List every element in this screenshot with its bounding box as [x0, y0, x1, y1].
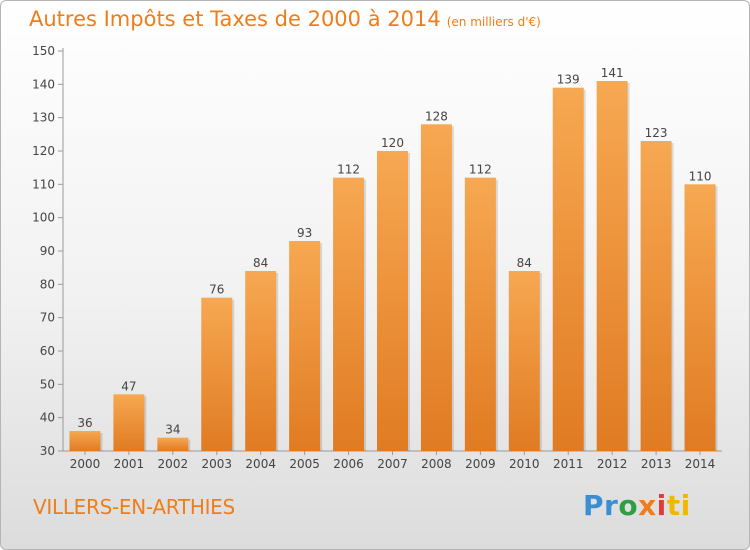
- y-tick-label: 80: [40, 277, 55, 291]
- bar-value-label: 120: [381, 136, 404, 150]
- bar-value-label: 141: [601, 66, 624, 80]
- proxiti-logo[interactable]: Proxiti: [583, 489, 691, 522]
- bar: [333, 177, 365, 451]
- bar-value-label: 76: [209, 283, 224, 297]
- bar: [596, 81, 628, 451]
- bar-value-label: 93: [297, 226, 312, 240]
- y-tick-label: 130: [32, 111, 55, 125]
- bar-value-label: 84: [517, 256, 532, 270]
- x-tick-label: 2004: [245, 457, 276, 471]
- y-tick-label: 120: [32, 144, 55, 158]
- bar-value-label: 128: [425, 109, 448, 123]
- x-tick-label: 2012: [597, 457, 628, 471]
- x-tick-label: 2010: [509, 457, 540, 471]
- y-tick-label: 110: [32, 177, 55, 191]
- chart-title: Autres Impôts et Taxes de 2000 à 2014 (en…: [29, 7, 541, 31]
- bar-value-label: 110: [689, 169, 712, 183]
- x-tick-label: 2003: [201, 457, 232, 471]
- y-tick-label: 150: [32, 44, 55, 58]
- y-tick-label: 100: [32, 211, 55, 225]
- bar: [508, 271, 540, 451]
- bar: [69, 431, 101, 451]
- x-tick-label: 2005: [289, 457, 320, 471]
- x-tick-label: 2009: [465, 457, 496, 471]
- bar-value-label: 34: [165, 423, 180, 437]
- bar: [289, 241, 321, 451]
- logo-part-2: o: [618, 489, 639, 522]
- x-tick-label: 2000: [70, 457, 101, 471]
- commune-name: VILLERS-EN-ARTHIES: [33, 495, 235, 519]
- x-tick-label: 2002: [158, 457, 189, 471]
- bar-value-label: 112: [469, 163, 492, 177]
- bar: [113, 394, 145, 451]
- bar-value-label: 112: [337, 163, 360, 177]
- logo-part-5: ti: [666, 489, 691, 522]
- bar: [552, 87, 584, 452]
- logo-part-3: x: [638, 489, 657, 522]
- logo-part-1: Pr: [583, 489, 619, 522]
- y-tick-label: 90: [40, 244, 55, 258]
- x-tick-label: 2007: [377, 457, 408, 471]
- bar-value-label: 47: [121, 379, 136, 393]
- y-tick-label: 70: [40, 311, 55, 325]
- logo-part-4: i: [656, 489, 667, 522]
- bar: [684, 184, 716, 452]
- bar: [157, 437, 189, 451]
- bar-value-label: 36: [77, 416, 92, 430]
- y-tick-label: 60: [40, 344, 55, 358]
- bar: [420, 124, 452, 451]
- x-tick-label: 2008: [421, 457, 452, 471]
- y-tick-label: 30: [40, 444, 55, 458]
- bar: [377, 151, 408, 451]
- x-tick-label: 2013: [641, 457, 672, 471]
- bar: [464, 177, 496, 451]
- x-tick-label: 2014: [685, 457, 716, 471]
- x-tick-label: 2006: [333, 457, 364, 471]
- bar-value-label: 139: [557, 73, 580, 87]
- title-unit: (en milliers d'€): [446, 15, 541, 29]
- bar-value-label: 84: [253, 256, 268, 270]
- bar: [640, 141, 672, 451]
- y-tick-label: 40: [40, 411, 55, 425]
- bar-value-label: 123: [645, 126, 668, 140]
- title-text: Autres Impôts et Taxes de 2000 à 2014: [29, 7, 441, 31]
- bar: [201, 297, 233, 451]
- y-tick-label: 140: [32, 77, 55, 91]
- bar: [245, 271, 277, 451]
- y-tick-label: 50: [40, 377, 55, 391]
- x-tick-label: 2001: [114, 457, 145, 471]
- x-tick-label: 2011: [553, 457, 584, 471]
